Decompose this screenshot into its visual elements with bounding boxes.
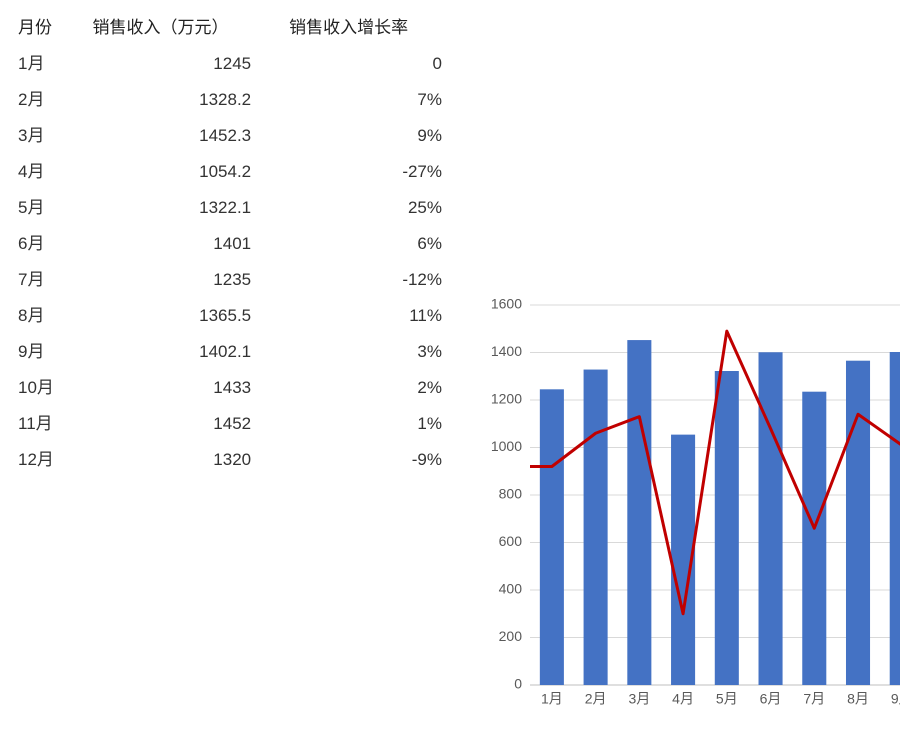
table-row: 3月1452.39% [10, 118, 450, 154]
bar [759, 352, 783, 685]
cell-revenue: 1402.1 [85, 334, 260, 370]
xtick-label: 6月 [760, 690, 782, 706]
ytick-label: 1600 [491, 296, 522, 312]
page: 月份 销售收入（万元） 销售收入增长率 1月124502月1328.27%3月1… [0, 0, 900, 730]
table-row: 1月12450 [10, 46, 450, 82]
bar [540, 389, 564, 685]
bar [584, 370, 608, 685]
sales-chart-svg: 0 200 400 600 800 1000 1200 1400 1600 1月 2月 3月 4月 5月 6… [470, 295, 900, 725]
ytick-label: 200 [499, 628, 523, 644]
table-row: 7月1235-12% [10, 262, 450, 298]
table-row: 11月14521% [10, 406, 450, 442]
bar [627, 340, 651, 685]
xtick-label: 3月 [628, 690, 650, 706]
col-header-revenue: 销售收入（万元） [85, 10, 260, 46]
cell-revenue: 1452 [85, 406, 260, 442]
ytick-label: 800 [499, 486, 523, 502]
cell-month: 10月 [10, 370, 85, 406]
data-table-area: 月份 销售收入（万元） 销售收入增长率 1月124502月1328.27%3月1… [10, 10, 450, 478]
cell-growth: 9% [259, 118, 450, 154]
table-row: 8月1365.511% [10, 298, 450, 334]
cell-growth: 6% [259, 226, 450, 262]
xtick-label: 9月 [891, 690, 900, 706]
cell-revenue: 1433 [85, 370, 260, 406]
cell-revenue: 1320 [85, 442, 260, 478]
sales-chart: 0 200 400 600 800 1000 1200 1400 1600 1月 2月 3月 4月 5月 6… [470, 295, 900, 725]
cell-revenue: 1054.2 [85, 154, 260, 190]
ytick-label: 1200 [491, 391, 522, 407]
table-row: 4月1054.2-27% [10, 154, 450, 190]
cell-month: 1月 [10, 46, 85, 82]
table-row: 6月14016% [10, 226, 450, 262]
cell-growth: 25% [259, 190, 450, 226]
cell-revenue: 1328.2 [85, 82, 260, 118]
cell-revenue: 1452.3 [85, 118, 260, 154]
cell-month: 6月 [10, 226, 85, 262]
table-row: 12月1320-9% [10, 442, 450, 478]
cell-growth: 0 [259, 46, 450, 82]
cell-month: 11月 [10, 406, 85, 442]
table-row: 2月1328.27% [10, 82, 450, 118]
xtick-label: 5月 [716, 690, 738, 706]
ytick-label: 600 [499, 533, 523, 549]
xtick-label: 4月 [672, 690, 694, 706]
xtick-label: 1月 [541, 690, 563, 706]
table-header-row: 月份 销售收入（万元） 销售收入增长率 [10, 10, 450, 46]
cell-month: 3月 [10, 118, 85, 154]
bar [846, 361, 870, 685]
trend-line [515, 331, 900, 614]
cell-month: 8月 [10, 298, 85, 334]
col-header-month: 月份 [10, 10, 85, 46]
cell-revenue: 1365.5 [85, 298, 260, 334]
xtick-label: 7月 [803, 690, 825, 706]
table-row: 5月1322.125% [10, 190, 450, 226]
ytick-label: 0 [514, 676, 522, 692]
cell-growth: 2% [259, 370, 450, 406]
cell-month: 5月 [10, 190, 85, 226]
cell-month: 2月 [10, 82, 85, 118]
cell-growth: -27% [259, 154, 450, 190]
ytick-label: 1000 [491, 438, 522, 454]
cell-month: 9月 [10, 334, 85, 370]
table-row: 10月14332% [10, 370, 450, 406]
cell-growth: -9% [259, 442, 450, 478]
cell-growth: 11% [259, 298, 450, 334]
ytick-label: 400 [499, 581, 523, 597]
xtick-label: 8月 [847, 690, 869, 706]
cell-month: 12月 [10, 442, 85, 478]
cell-revenue: 1401 [85, 226, 260, 262]
cell-revenue: 1322.1 [85, 190, 260, 226]
bar [802, 392, 826, 685]
cell-growth: 1% [259, 406, 450, 442]
cell-growth: 3% [259, 334, 450, 370]
cell-month: 7月 [10, 262, 85, 298]
col-header-growth: 销售收入增长率 [259, 10, 450, 46]
data-table: 月份 销售收入（万元） 销售收入增长率 1月124502月1328.27%3月1… [10, 10, 450, 478]
cell-revenue: 1235 [85, 262, 260, 298]
cell-revenue: 1245 [85, 46, 260, 82]
xtick-label: 2月 [585, 690, 607, 706]
ytick-label: 1400 [491, 343, 522, 359]
table-row: 9月1402.13% [10, 334, 450, 370]
cell-growth: 7% [259, 82, 450, 118]
cell-growth: -12% [259, 262, 450, 298]
bar [715, 371, 739, 685]
bar [890, 352, 900, 685]
cell-month: 4月 [10, 154, 85, 190]
